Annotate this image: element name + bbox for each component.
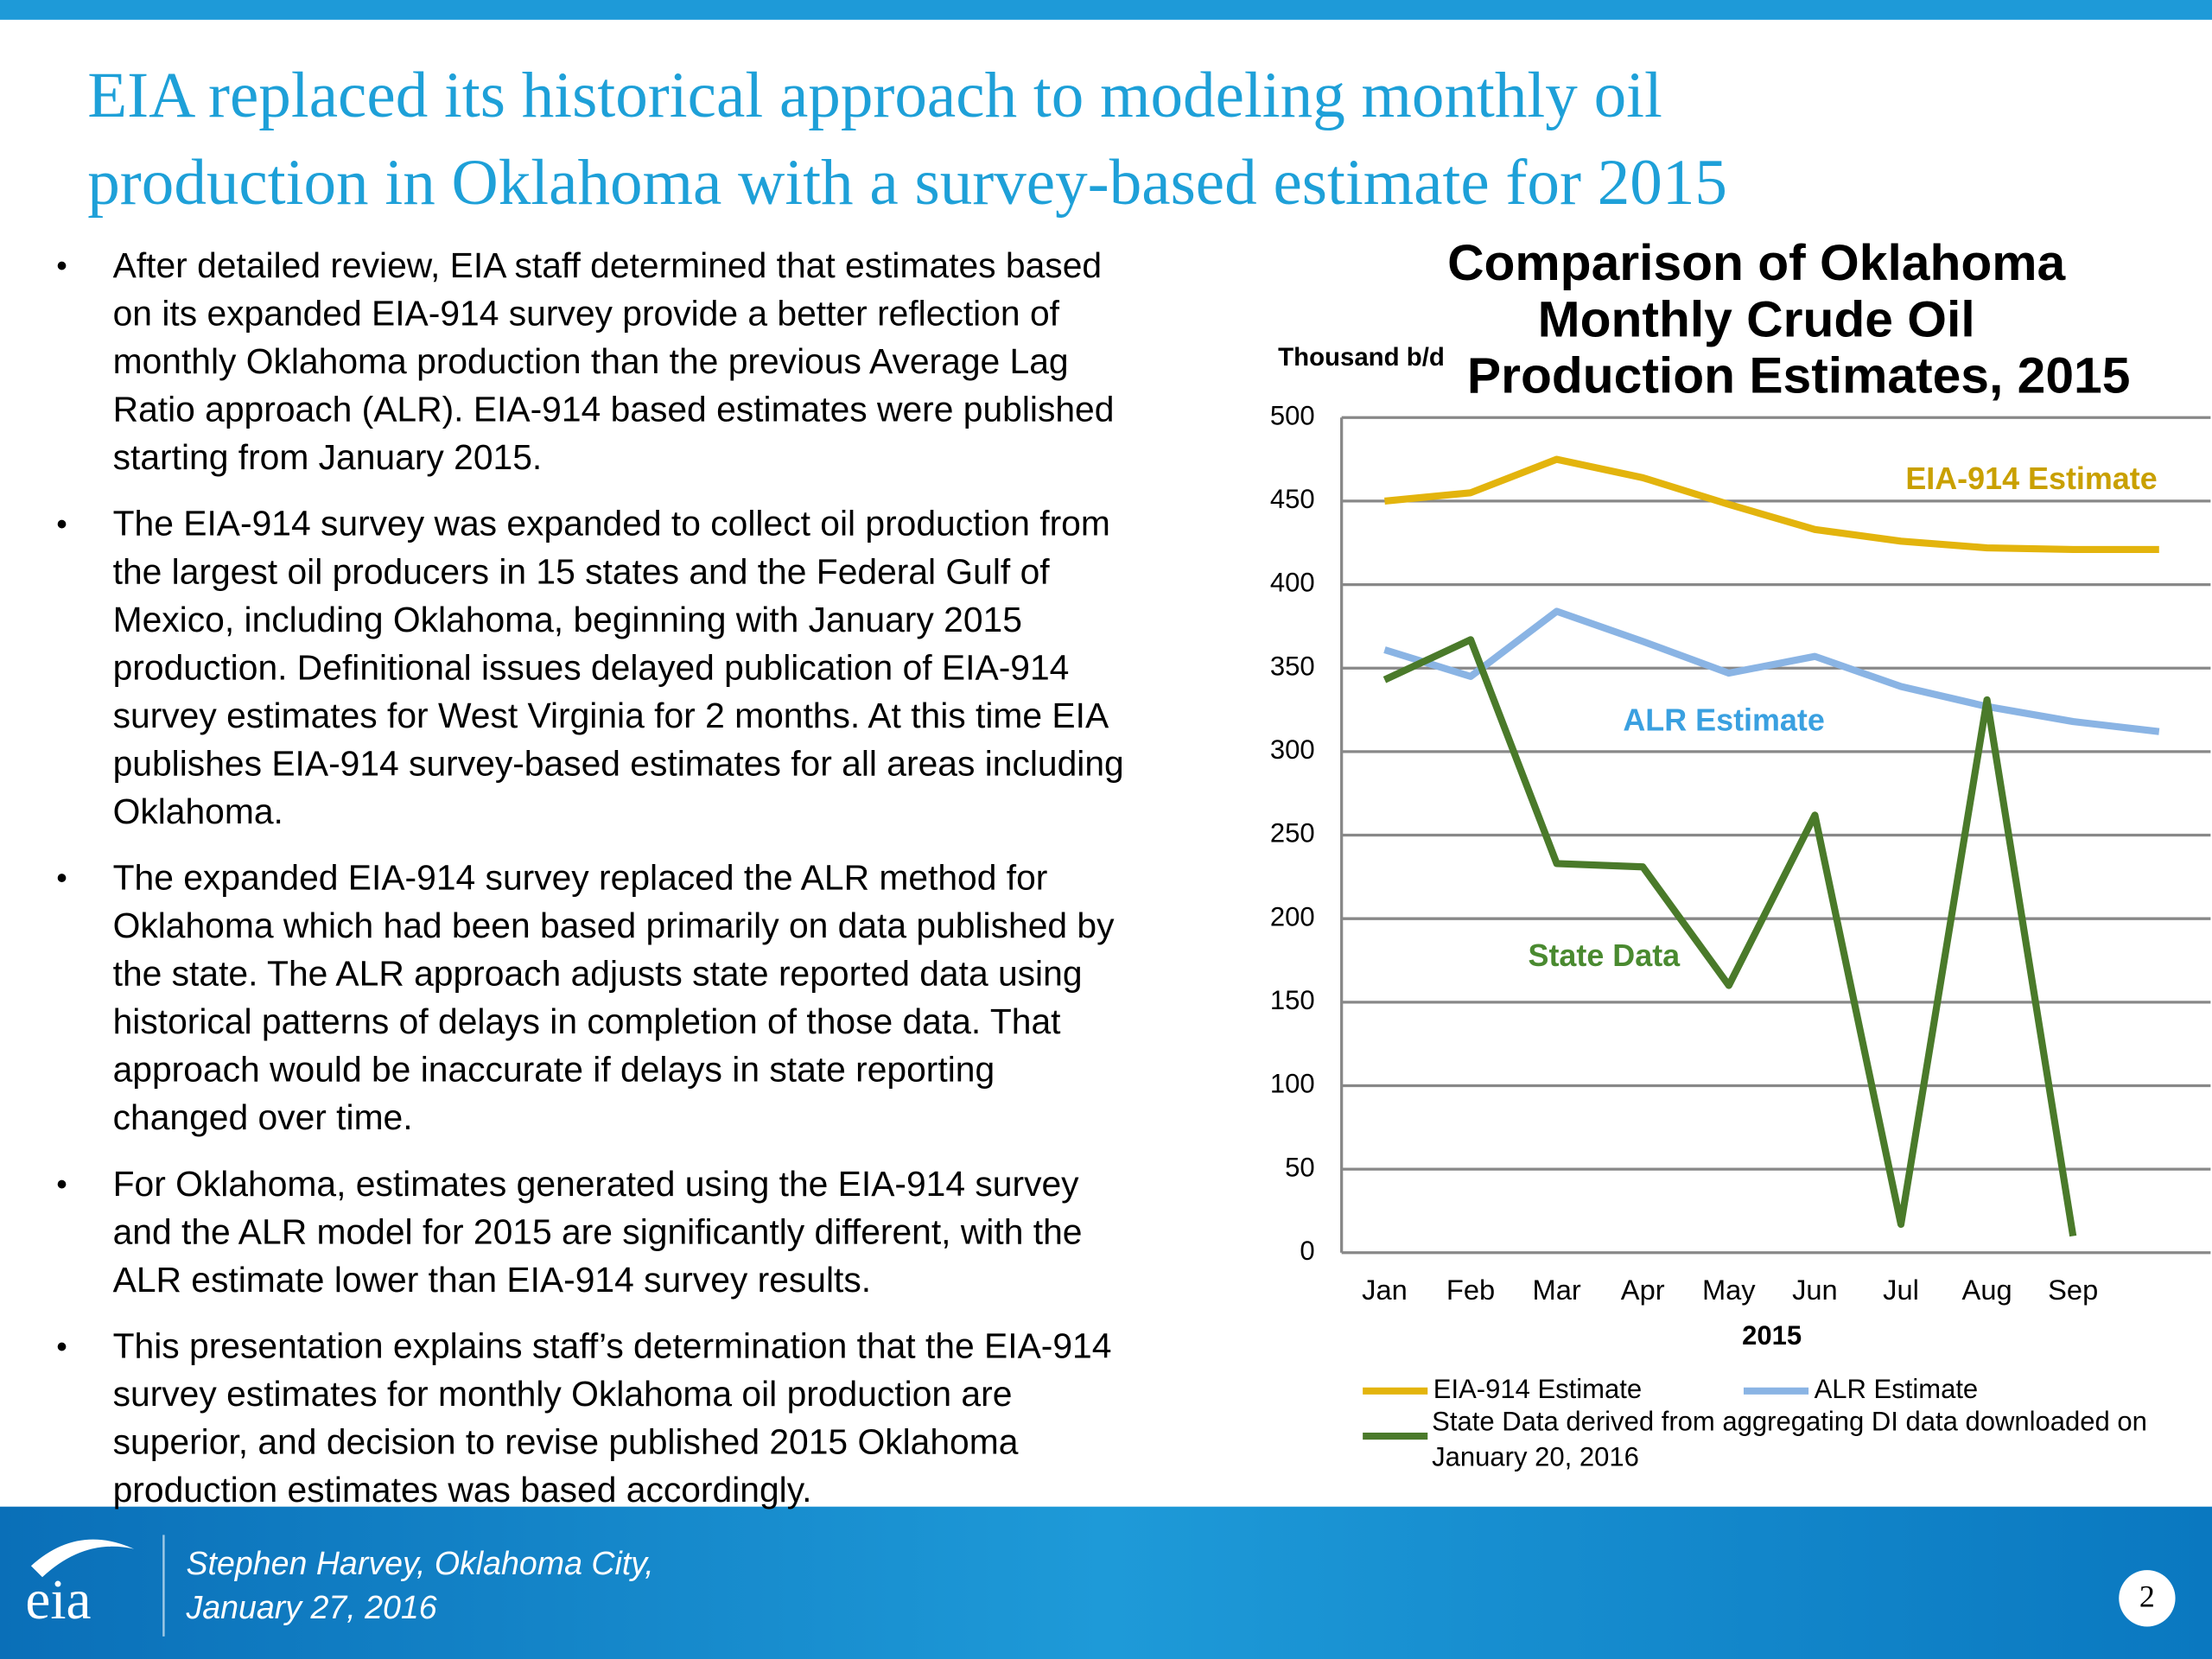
- bullet-line: For Oklahoma, estimates generated using …: [113, 1164, 1080, 1204]
- y-tick-label: 200: [1270, 901, 1315, 931]
- bullet-line: starting from January 2015.: [113, 437, 543, 477]
- bullet-line: and the ALR model for 2015 are significa…: [113, 1211, 1083, 1251]
- y-tick-label: 400: [1270, 568, 1315, 598]
- bullet-dot: •: [56, 1328, 67, 1363]
- x-tick-label: Jan: [1362, 1274, 1408, 1306]
- y-tick-label: 250: [1270, 818, 1315, 849]
- bullet-line: survey estimates for monthly Oklahoma oi…: [113, 1374, 1013, 1414]
- bullet-line: the state. The ALR approach adjusts stat…: [113, 954, 1083, 994]
- legend-label: State Data derived from aggregating DI d…: [1432, 1408, 2147, 1473]
- bullet-line: Mexico, including Oklahoma, beginning wi…: [113, 600, 1022, 639]
- chart-title: Comparison of Oklahoma: [1447, 235, 2066, 291]
- bullet-line: Oklahoma which had been based primarily …: [113, 906, 1115, 945]
- y-tick-label: 350: [1270, 651, 1315, 681]
- bullet-line: publishes EIA-914 survey-based estimates…: [113, 743, 1124, 783]
- y-tick-label: 450: [1270, 484, 1315, 514]
- bullet-line: superior, and decision to revise publish…: [113, 1422, 1019, 1462]
- legend-label-box: State Data derived from aggregating DI d…: [1432, 1408, 2147, 1473]
- page-number: 2: [2139, 1580, 2155, 1614]
- chart-title: Production Estimates, 2015: [1467, 348, 2130, 404]
- bullet-dot: •: [56, 860, 67, 895]
- y-tick-label: 300: [1270, 734, 1315, 765]
- y-tick-label: 100: [1270, 1069, 1315, 1099]
- chart-title: Monthly Crude Oil: [1538, 291, 1975, 347]
- bullet-line: the largest oil producers in 15 states a…: [113, 551, 1051, 591]
- x-axis-label: 2015: [1742, 1320, 1802, 1351]
- bullet-line: The EIA-914 survey was expanded to colle…: [113, 504, 1110, 543]
- x-tick-label: Feb: [1446, 1274, 1495, 1306]
- x-tick-label: Sep: [2048, 1274, 2098, 1306]
- legend-label: EIA-914 Estimate: [1433, 1374, 1642, 1404]
- series-line: [1384, 455, 2159, 554]
- bullet-item: • After detailed review, EIA staff determ…: [56, 245, 1114, 477]
- bullet-line: Ratio approach (ALR). EIA-914 based esti…: [113, 390, 1115, 429]
- bullet-line: survey estimates for West Virginia for 2…: [113, 696, 1109, 735]
- y-tick-label: 50: [1285, 1152, 1315, 1182]
- footer-band: [0, 1506, 2212, 1659]
- bullet-line: changed over time.: [113, 1097, 413, 1137]
- series-annotation: ALR Estimate: [1623, 702, 1824, 737]
- bullet-dot: •: [56, 248, 67, 283]
- bullet-line: The expanded EIA-914 survey replaced the…: [113, 858, 1048, 898]
- bullet-line: ALR estimate lower than EIA-914 survey r…: [113, 1260, 872, 1300]
- bullet-line: production. Definitional issues delayed …: [113, 647, 1070, 687]
- page-number-badge: [2119, 1570, 2176, 1627]
- y-axis-label-box: Thousand b/d: [1278, 342, 1445, 372]
- legend-label: ALR Estimate: [1815, 1374, 1979, 1404]
- x-tick-label: Jul: [1883, 1274, 1919, 1306]
- bullet-item: • For Oklahoma, estimates generated using…: [56, 1164, 1082, 1300]
- bullet-line: production estimates was based according…: [113, 1470, 812, 1510]
- series-line: [1383, 607, 2160, 735]
- x-tick-label: May: [1702, 1274, 1756, 1306]
- x-tick-label: Mar: [1533, 1274, 1581, 1306]
- footer-text: January 27, 2016: [186, 1589, 437, 1625]
- bullet-line: on its expanded EIA-914 survey provide a…: [113, 293, 1060, 333]
- y-tick-label: 0: [1300, 1236, 1314, 1266]
- bullet-line: Oklahoma.: [113, 791, 283, 831]
- slide-title: production in Oklahoma with a survey-bas…: [87, 147, 1727, 219]
- y-axis-label: Thousand b/d: [1278, 342, 1445, 372]
- series-annotation: EIA-914 Estimate: [1905, 461, 2157, 496]
- bullet-line: historical patterns of delays in complet…: [113, 1001, 1062, 1041]
- y-tick-label: 150: [1270, 985, 1315, 1015]
- series-annotation: State Data: [1529, 938, 1681, 973]
- bullet-line: After detailed review, EIA staff determi…: [113, 245, 1102, 285]
- bullet-line: approach would be inaccurate if delays i…: [113, 1050, 995, 1090]
- x-tick-label: Aug: [1962, 1274, 2012, 1306]
- bullet-line: monthly Oklahoma production than the pre…: [113, 341, 1069, 381]
- bullet-dot: •: [56, 505, 67, 541]
- logo-swoosh: [30, 1539, 135, 1578]
- series-line: [1382, 636, 2077, 1237]
- bullet-item: • The EIA-914 survey was expanded to coll…: [56, 504, 1123, 831]
- x-tick-label: Apr: [1621, 1274, 1665, 1306]
- bullet-dot: •: [56, 1166, 67, 1202]
- bullet-item: • This presentation explains staff’s dete…: [56, 1326, 1111, 1510]
- x-tick-label: Jun: [1792, 1274, 1838, 1306]
- bullet-item: • The expanded EIA-914 survey replaced th…: [56, 858, 1115, 1138]
- slide-title: EIA replaced its historical approach to …: [87, 60, 1662, 131]
- top-bar: [0, 0, 2212, 20]
- y-tick-label: 500: [1270, 400, 1315, 430]
- logo-text: eia: [25, 1569, 91, 1631]
- footer-text: Stephen Harvey, Oklahoma City,: [187, 1545, 654, 1581]
- bullet-line: This presentation explains staff’s deter…: [113, 1326, 1112, 1366]
